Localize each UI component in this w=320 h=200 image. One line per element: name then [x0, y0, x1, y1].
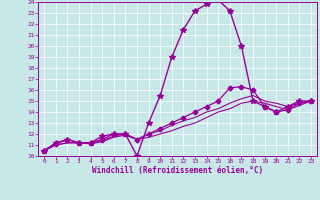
X-axis label: Windchill (Refroidissement éolien,°C): Windchill (Refroidissement éolien,°C): [92, 166, 263, 175]
